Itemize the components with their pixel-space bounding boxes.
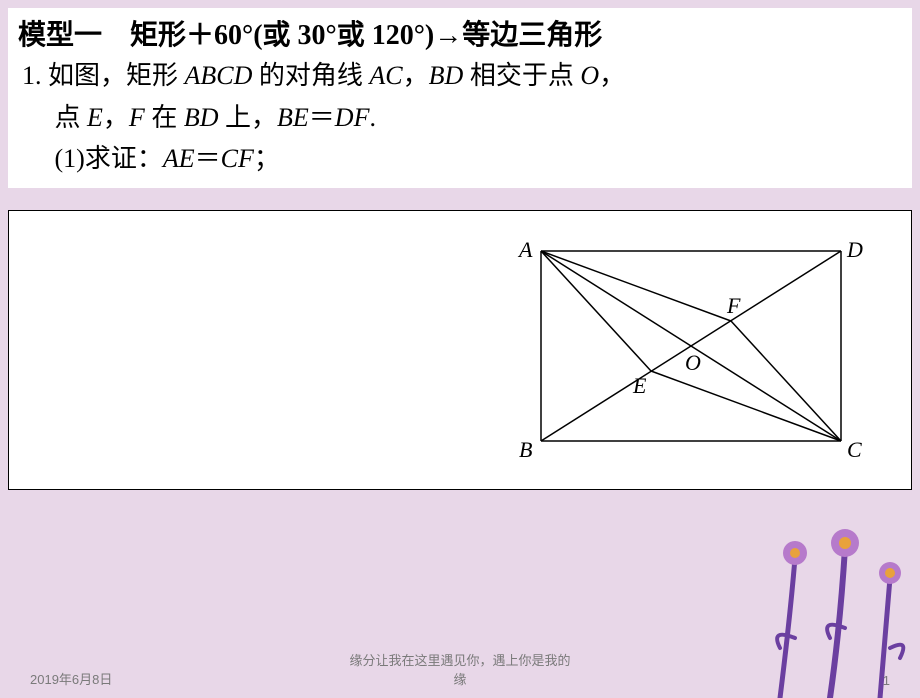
svg-text:E: E <box>632 373 647 398</box>
slide-footer: 2019年6月8日 缘分让我在这里遇见你，遇上你是我的 缘 1 <box>0 650 920 688</box>
var-cf: CF <box>221 144 254 173</box>
svg-text:F: F <box>726 293 741 318</box>
svg-text:O: O <box>685 350 701 375</box>
var-f: F <box>129 103 145 132</box>
t: 上， <box>219 103 278 132</box>
t: ＝ <box>195 144 221 173</box>
geometry-svg: A D B C O E F <box>501 221 881 481</box>
problem-line-1: 1. 如图，矩形 ABCD 的对角线 AC，BD 相交于点 O， <box>18 55 902 97</box>
t: 的对角线 <box>252 61 369 90</box>
t: 在 <box>145 103 184 132</box>
var-df: DF <box>335 103 370 132</box>
footer-date: 2019年6月8日 <box>30 669 190 688</box>
footer-center-line2: 缘 <box>190 669 730 688</box>
var-e: E <box>87 103 103 132</box>
problem-text-block: 模型一 矩形＋60°(或 30°或 120°)→等边三角形 1. 如图，矩形 A… <box>8 8 912 188</box>
t: (1)求证： <box>22 144 163 173</box>
diagram: A D B C O E F <box>501 221 881 481</box>
t: ； <box>254 144 280 173</box>
t: ， <box>103 103 129 132</box>
problem-line-3: (1)求证：AE＝CF； <box>18 138 902 180</box>
diagram-container: A D B C O E F <box>8 210 912 490</box>
var-ac: AC <box>369 61 402 90</box>
t: . <box>369 103 376 132</box>
footer-center: 缘分让我在这里遇见你，遇上你是我的 缘 <box>190 650 730 688</box>
t: ， <box>403 61 429 90</box>
svg-text:D: D <box>846 237 863 262</box>
t: 点 <box>22 103 87 132</box>
var-be: BE <box>277 103 309 132</box>
footer-page: 1 <box>730 673 890 688</box>
svg-text:C: C <box>847 437 862 462</box>
var-bd: BD <box>429 61 464 90</box>
t: ＝ <box>309 103 335 132</box>
svg-text:B: B <box>519 437 532 462</box>
problem-line-2: 点 E，F 在 BD 上，BE＝DF. <box>18 97 902 139</box>
var-abcd: ABCD <box>185 61 253 90</box>
t: 1. 如图，矩形 <box>22 61 185 90</box>
footer-center-line1: 缘分让我在这里遇见你，遇上你是我的 <box>190 650 730 669</box>
var-bd2: BD <box>184 103 219 132</box>
var-o: O <box>580 61 599 90</box>
model-title: 模型一 矩形＋60°(或 30°或 120°)→等边三角形 <box>18 16 902 55</box>
svg-text:A: A <box>517 237 533 262</box>
t: 相交于点 <box>463 61 580 90</box>
var-ae: AE <box>163 144 195 173</box>
t: ， <box>599 61 625 90</box>
